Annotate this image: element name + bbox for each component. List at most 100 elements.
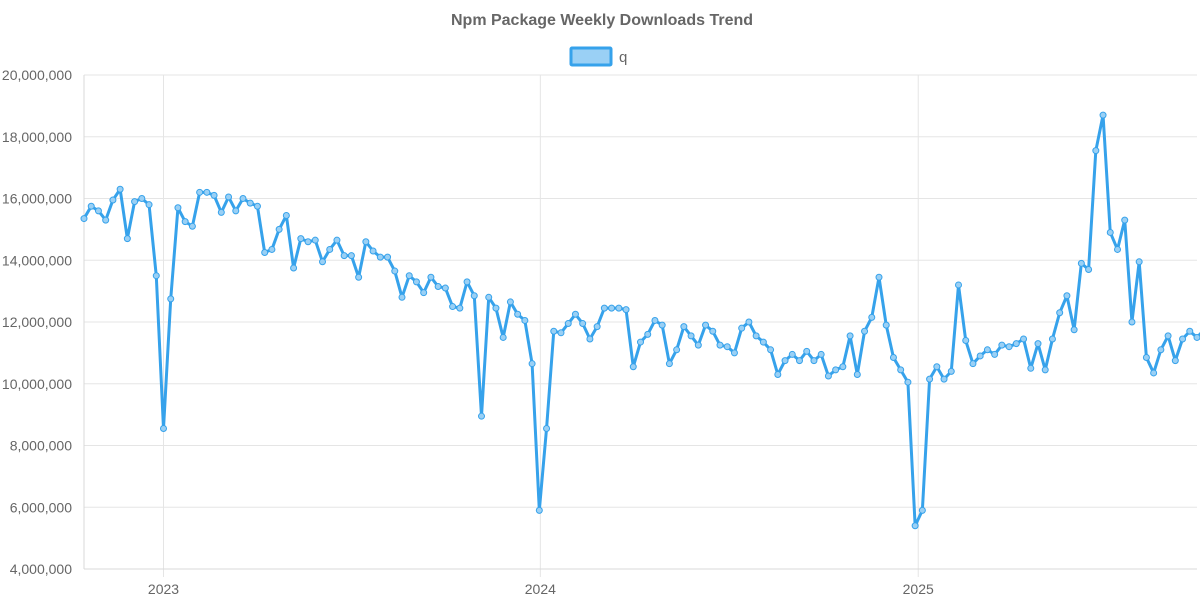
data-point[interactable] — [1171, 357, 1179, 365]
data-point[interactable] — [1128, 318, 1136, 326]
data-point[interactable] — [998, 341, 1006, 349]
data-point[interactable] — [109, 196, 117, 204]
data-point[interactable] — [904, 378, 912, 386]
data-point[interactable] — [485, 293, 493, 301]
data-point[interactable] — [673, 346, 681, 354]
data-point[interactable] — [340, 252, 348, 260]
data-point[interactable] — [478, 412, 485, 420]
data-point[interactable] — [1012, 340, 1020, 348]
data-point[interactable] — [991, 350, 999, 358]
data-point[interactable] — [225, 193, 233, 201]
data-point[interactable] — [210, 191, 218, 199]
data-point[interactable] — [817, 350, 825, 358]
data-point[interactable] — [868, 313, 876, 321]
data-point[interactable] — [897, 366, 905, 374]
data-point[interactable] — [680, 323, 688, 331]
data-point[interactable] — [290, 264, 298, 272]
data-point[interactable] — [969, 360, 977, 368]
data-point[interactable] — [282, 211, 290, 219]
data-point[interactable] — [1048, 335, 1056, 343]
data-point[interactable] — [434, 282, 442, 290]
data-point[interactable] — [889, 354, 897, 362]
data-point[interactable] — [759, 338, 767, 346]
data-point[interactable] — [1106, 228, 1114, 236]
data-point[interactable] — [716, 341, 724, 349]
data-point[interactable] — [644, 330, 652, 338]
data-point[interactable] — [499, 333, 507, 341]
legend-label[interactable]: q — [619, 49, 627, 66]
data-point[interactable] — [586, 335, 594, 343]
data-point[interactable] — [730, 349, 738, 357]
data-point[interactable] — [1063, 292, 1071, 300]
data-point[interactable] — [709, 327, 717, 335]
data-point[interactable] — [94, 207, 102, 215]
data-point[interactable] — [926, 375, 934, 383]
data-point[interactable] — [131, 198, 139, 206]
data-point[interactable] — [232, 207, 240, 215]
data-point[interactable] — [955, 281, 962, 289]
data-point[interactable] — [810, 357, 818, 365]
data-point[interactable] — [470, 292, 478, 300]
data-point[interactable] — [398, 293, 406, 301]
data-point[interactable] — [253, 202, 261, 210]
data-point[interactable] — [557, 329, 565, 337]
data-point[interactable] — [832, 366, 840, 374]
data-point[interactable] — [543, 425, 551, 433]
data-point[interactable] — [824, 372, 832, 380]
data-point[interactable] — [138, 195, 146, 202]
data-point[interactable] — [1056, 309, 1064, 317]
data-point[interactable] — [1092, 147, 1100, 155]
data-point[interactable] — [622, 306, 630, 314]
data-point[interactable] — [918, 506, 926, 514]
data-point[interactable] — [738, 324, 746, 332]
data-point[interactable] — [412, 278, 420, 286]
data-point[interactable] — [875, 273, 883, 281]
data-point[interactable] — [304, 238, 312, 246]
data-point[interactable] — [637, 338, 644, 346]
data-point[interactable] — [774, 370, 782, 378]
data-point[interactable] — [196, 188, 204, 196]
data-point[interactable] — [362, 238, 370, 246]
data-point[interactable] — [87, 202, 95, 210]
data-point[interactable] — [1150, 369, 1158, 377]
data-point[interactable] — [940, 375, 948, 383]
data-point[interactable] — [1085, 266, 1093, 274]
data-point[interactable] — [333, 236, 341, 244]
data-point[interactable] — [962, 337, 970, 345]
data-point[interactable] — [983, 346, 991, 354]
data-point[interactable] — [174, 204, 182, 212]
data-point[interactable] — [579, 320, 587, 328]
data-point[interactable] — [1041, 366, 1049, 374]
data-point[interactable] — [1179, 335, 1187, 343]
data-point[interactable] — [1157, 346, 1165, 354]
data-point[interactable] — [629, 363, 637, 371]
data-point[interactable] — [1142, 354, 1150, 362]
data-point[interactable] — [261, 249, 269, 257]
data-point[interactable] — [1135, 258, 1143, 266]
data-point[interactable] — [796, 357, 803, 365]
data-point[interactable] — [665, 360, 673, 368]
data-point[interactable] — [608, 304, 616, 312]
data-point[interactable] — [803, 347, 811, 355]
data-point[interactable] — [217, 208, 225, 216]
data-point[interactable] — [427, 273, 435, 281]
data-point[interactable] — [861, 327, 869, 335]
data-point[interactable] — [246, 199, 254, 207]
data-point[interactable] — [1034, 340, 1042, 348]
data-point[interactable] — [456, 304, 464, 312]
data-point[interactable] — [391, 267, 399, 275]
data-point[interactable] — [152, 272, 160, 280]
data-point[interactable] — [1070, 326, 1078, 334]
data-point[interactable] — [203, 188, 211, 196]
data-point[interactable] — [102, 216, 110, 224]
data-point[interactable] — [839, 363, 847, 371]
data-point[interactable] — [405, 272, 413, 280]
data-point[interactable] — [752, 332, 760, 340]
legend-swatch[interactable] — [569, 46, 613, 67]
data-point[interactable] — [571, 310, 579, 318]
data-point[interactable] — [564, 320, 572, 328]
data-point[interactable] — [600, 304, 608, 312]
data-point[interactable] — [463, 278, 471, 286]
data-point[interactable] — [846, 332, 854, 340]
data-point[interactable] — [651, 316, 659, 324]
